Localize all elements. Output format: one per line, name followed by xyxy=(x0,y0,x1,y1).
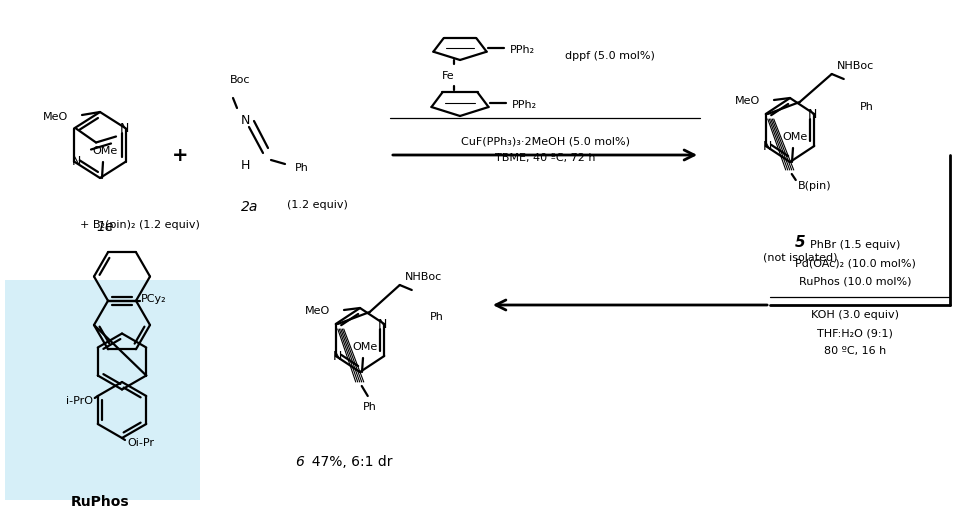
Text: Oi-Pr: Oi-Pr xyxy=(127,438,154,448)
Text: (not isolated): (not isolated) xyxy=(762,252,837,262)
Text: OMe: OMe xyxy=(92,146,118,156)
Text: Boc: Boc xyxy=(229,75,250,85)
Text: OMe: OMe xyxy=(353,342,377,352)
Text: PPh₂: PPh₂ xyxy=(512,100,537,110)
Text: MeO: MeO xyxy=(735,96,760,106)
Text: PhBr (1.5 equiv): PhBr (1.5 equiv) xyxy=(809,240,901,250)
Text: N: N xyxy=(240,114,250,127)
Text: NHBoc: NHBoc xyxy=(405,272,442,282)
Text: PPh₂: PPh₂ xyxy=(510,45,535,55)
Text: CuF(PPh₃)₃·2MeOH (5.0 mol%): CuF(PPh₃)₃·2MeOH (5.0 mol%) xyxy=(461,136,629,146)
Text: Pd(OAc)₂ (10.0 mol%): Pd(OAc)₂ (10.0 mol%) xyxy=(795,258,915,268)
Text: N: N xyxy=(72,155,80,168)
Text: RuPhos (10.0 mol%): RuPhos (10.0 mol%) xyxy=(799,276,911,286)
FancyBboxPatch shape xyxy=(5,280,200,500)
Text: N: N xyxy=(120,122,128,135)
Text: i-PrO: i-PrO xyxy=(66,396,93,406)
Text: RuPhos: RuPhos xyxy=(71,495,129,509)
Text: 2a: 2a xyxy=(241,200,259,214)
Text: dppf (5.0 mol%): dppf (5.0 mol%) xyxy=(565,51,655,61)
Text: PCy₂: PCy₂ xyxy=(141,294,167,304)
Text: Ph: Ph xyxy=(363,402,376,412)
Text: +: + xyxy=(172,146,188,164)
Text: MeO: MeO xyxy=(43,112,68,122)
Text: THF:H₂O (9:1): THF:H₂O (9:1) xyxy=(817,328,893,338)
Text: 1e: 1e xyxy=(96,220,114,234)
Text: N: N xyxy=(808,107,817,121)
Text: Ph: Ph xyxy=(859,102,873,112)
Text: 5: 5 xyxy=(795,235,806,250)
Text: Ph: Ph xyxy=(295,163,309,173)
Text: Fe: Fe xyxy=(442,71,455,81)
Text: TBME, 40 ºC, 72 h: TBME, 40 ºC, 72 h xyxy=(495,153,595,163)
Text: 80 ºC, 16 h: 80 ºC, 16 h xyxy=(824,346,886,356)
Text: OMe: OMe xyxy=(782,132,808,142)
Text: H: H xyxy=(240,158,250,172)
Text: 47%, 6:1 dr: 47%, 6:1 dr xyxy=(303,455,393,469)
Text: Ph: Ph xyxy=(430,312,444,322)
Text: + B₂(pin)₂ (1.2 equiv): + B₂(pin)₂ (1.2 equiv) xyxy=(80,220,200,230)
Text: NHBoc: NHBoc xyxy=(837,61,874,71)
Text: 6: 6 xyxy=(295,455,304,469)
Text: MeO: MeO xyxy=(305,306,330,316)
Text: N: N xyxy=(377,318,387,330)
Text: B(pin): B(pin) xyxy=(798,181,831,191)
Text: KOH (3.0 equiv): KOH (3.0 equiv) xyxy=(811,310,899,320)
Text: N: N xyxy=(333,350,342,362)
Text: N: N xyxy=(763,139,772,153)
Text: (1.2 equiv): (1.2 equiv) xyxy=(287,200,348,210)
